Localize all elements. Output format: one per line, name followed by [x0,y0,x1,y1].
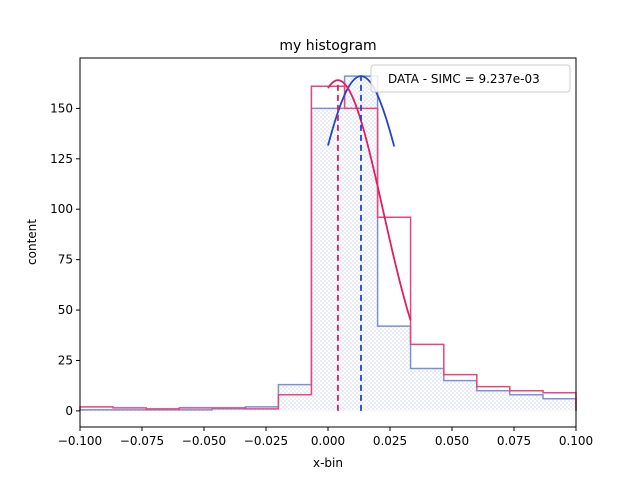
legend-box [370,64,571,93]
histogram-series-1 [79,85,577,411]
x-tick-label: −0.075 [120,434,164,448]
histogram-series-0 [79,75,577,411]
x-tick-label: −0.050 [182,434,226,448]
x-tick-label: 0.075 [497,434,531,448]
y-tick-label: 25 [58,353,73,367]
x-tick-label: 0.025 [373,434,407,448]
x-tick-label: 0.050 [435,434,469,448]
chart-title: my histogram [279,38,376,54]
histogram-outline [79,85,577,411]
x-tick-label: 0.000 [311,434,345,448]
y-tick-label: 125 [50,152,73,166]
fit-curve-1 [327,79,412,321]
y-tick-label: 50 [58,303,73,317]
y-axis-label: content [25,219,39,265]
y-tick-label: 150 [50,101,73,115]
y-tick-label: 75 [58,253,73,267]
plot-frame [79,57,577,428]
x-axis-label: x-bin [313,456,343,470]
y-tick-label: 0 [65,404,73,418]
plot-area [79,75,577,411]
y-tick-label: 100 [50,202,73,216]
axes: −0.100 −0.075 −0.050 −0.025 0.000 0.025 0.050 0… [50,101,593,448]
x-tick-label: −0.025 [244,434,288,448]
histogram-outline [79,75,577,411]
x-tick-label: 0.100 [559,434,593,448]
legend-entry: DATA - SIMC = 9.237e-03 [388,72,540,86]
histogram-fill [80,76,576,411]
legend: DATA - SIMC = 9.237e-03 [370,64,571,93]
x-tick-label: −0.100 [58,434,102,448]
